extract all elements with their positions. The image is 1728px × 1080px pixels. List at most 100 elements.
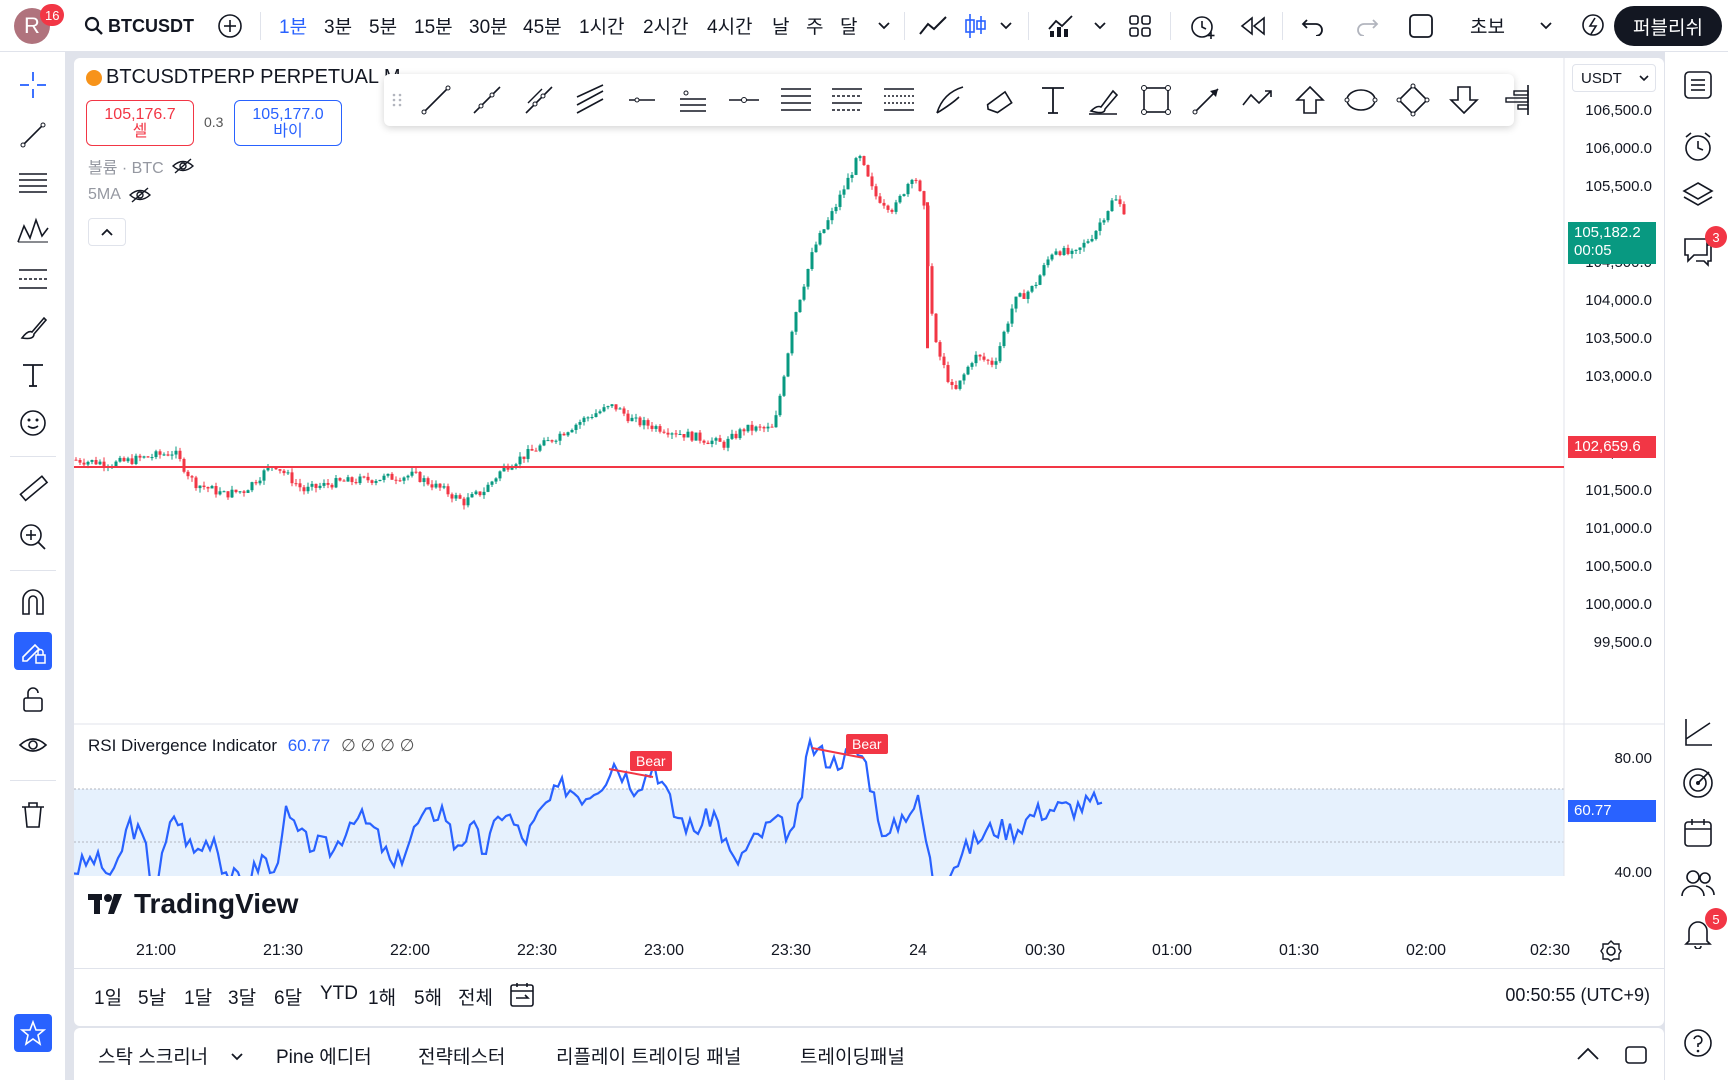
rectangle-tool[interactable] bbox=[1138, 82, 1174, 118]
watchlist-button[interactable] bbox=[1679, 66, 1717, 104]
timeframe-5m[interactable]: 5분 bbox=[369, 17, 398, 38]
range-button[interactable]: 1일 bbox=[94, 988, 123, 1009]
goto-date-button[interactable] bbox=[508, 981, 536, 1014]
trend-line-tool[interactable] bbox=[14, 116, 52, 154]
chart-type-dropdown[interactable] bbox=[996, 10, 1016, 42]
ellipse-tool[interactable] bbox=[1343, 82, 1379, 118]
regression-trend-tool[interactable] bbox=[675, 82, 711, 118]
hline-price-tag[interactable]: 102,659.6 bbox=[1568, 436, 1656, 458]
layout-template-label[interactable]: 초보 bbox=[1470, 17, 1505, 38]
line-chart-type-button[interactable] bbox=[916, 10, 950, 42]
chevron-up-icon[interactable] bbox=[1576, 1046, 1600, 1062]
rsi-legend[interactable]: RSI Divergence Indicator 60.77 ∅ ∅ ∅ ∅ bbox=[88, 736, 414, 756]
range-button[interactable]: 전체 bbox=[458, 988, 493, 1009]
timeframe-1h[interactable]: 1시간 bbox=[579, 17, 625, 38]
volume-legend[interactable]: 볼륨 · BTC bbox=[88, 154, 194, 178]
pitchfork-tool[interactable] bbox=[881, 82, 917, 118]
lock-all-tool[interactable] bbox=[14, 680, 52, 718]
prediction-tool[interactable] bbox=[14, 260, 52, 298]
hide-drawings-tool[interactable] bbox=[14, 728, 52, 766]
tab-stock-screener[interactable]: 스탁 스크리너 bbox=[98, 1047, 209, 1068]
path-tool[interactable] bbox=[1240, 82, 1276, 118]
favorites-button[interactable] bbox=[14, 1014, 52, 1052]
timeframe-3m[interactable]: 3분 bbox=[324, 17, 353, 38]
help-button[interactable] bbox=[1679, 1024, 1717, 1062]
remove-drawings-tool[interactable] bbox=[14, 796, 52, 834]
symbol-search[interactable]: BTCUSDT bbox=[84, 10, 194, 42]
crosshair-tool[interactable] bbox=[14, 66, 52, 104]
timeframe-45m[interactable]: 45분 bbox=[523, 17, 562, 38]
community-button[interactable] bbox=[1679, 864, 1717, 902]
publish-button[interactable]: 퍼블리쉬 bbox=[1614, 6, 1722, 46]
currency-selector[interactable]: USDT bbox=[1572, 64, 1656, 92]
arrow-up-tool[interactable] bbox=[1292, 82, 1328, 118]
eye-off-icon[interactable] bbox=[128, 186, 151, 204]
timeframe-1m[interactable]: 1분 bbox=[279, 17, 308, 38]
range-button[interactable]: 3달 bbox=[228, 988, 257, 1009]
ray-tool[interactable] bbox=[469, 82, 505, 118]
tab-trading-panel[interactable]: 트레이딩패널 bbox=[800, 1047, 905, 1068]
calendar-button[interactable] bbox=[1679, 814, 1717, 852]
volume-profile-tool[interactable] bbox=[1497, 82, 1533, 118]
redo-button[interactable] bbox=[1350, 10, 1384, 42]
range-button[interactable]: 1달 bbox=[184, 988, 213, 1009]
tab-replay-trading-panel[interactable]: 리플레이 트레이딩 패널 bbox=[556, 1047, 742, 1068]
lock-drawing-mode-tool[interactable] bbox=[14, 632, 52, 670]
curve-tool[interactable] bbox=[932, 82, 968, 118]
layouts-button[interactable] bbox=[1124, 10, 1156, 42]
timeframe-week[interactable]: 주 bbox=[806, 17, 824, 38]
pattern-tool[interactable] bbox=[14, 212, 52, 250]
horizontal-line-tool[interactable] bbox=[726, 82, 762, 118]
replay-button[interactable] bbox=[1236, 10, 1270, 42]
timezone-clock[interactable]: 00:50:55 (UTC+9) bbox=[1505, 985, 1650, 1005]
sell-button[interactable]: 105,176.7 셀 bbox=[86, 100, 194, 146]
object-tree-button[interactable] bbox=[1679, 176, 1717, 214]
drawings-templates-button[interactable] bbox=[1679, 714, 1717, 752]
timeframe-15m[interactable]: 15분 bbox=[414, 17, 453, 38]
notifications-button[interactable] bbox=[1679, 914, 1717, 952]
ma-legend[interactable]: 5MA bbox=[88, 186, 151, 204]
timeframe-day[interactable]: 날 bbox=[772, 17, 790, 38]
rotated-rectangle-tool[interactable] bbox=[1395, 82, 1431, 118]
quick-search-button[interactable] bbox=[1578, 10, 1610, 42]
text-tool[interactable] bbox=[1035, 82, 1071, 118]
fib-extension-tool[interactable] bbox=[829, 82, 865, 118]
chevron-down-icon[interactable] bbox=[230, 1050, 244, 1062]
range-button[interactable]: 5날 bbox=[138, 988, 167, 1009]
horizontal-ray-tool[interactable] bbox=[624, 82, 660, 118]
range-button[interactable]: 5해 bbox=[414, 988, 443, 1009]
price-chart[interactable] bbox=[74, 58, 1664, 876]
tab-pine-editor[interactable]: Pine 에디터 bbox=[276, 1047, 372, 1068]
chart-area[interactable]: BTCUSDTPERP PERPETUAL M 105,176.7 셀 0.3 … bbox=[74, 58, 1664, 1026]
indicators-button[interactable] bbox=[1044, 10, 1078, 42]
zoom-in-tool[interactable] bbox=[14, 518, 52, 556]
timeframe-30m[interactable]: 30분 bbox=[469, 17, 508, 38]
arrow-marker-tool[interactable] bbox=[1189, 82, 1225, 118]
alerts-panel-button[interactable] bbox=[1679, 128, 1717, 166]
eye-off-icon[interactable] bbox=[171, 157, 194, 175]
arrow-down-tool[interactable] bbox=[1446, 82, 1482, 118]
compare-symbol-button[interactable] bbox=[214, 10, 246, 42]
hotlists-button[interactable] bbox=[1679, 764, 1717, 802]
chart-settings-button[interactable] bbox=[1600, 940, 1622, 967]
candle-chart-type-button[interactable] bbox=[960, 10, 990, 42]
ruler-tool[interactable] bbox=[14, 470, 52, 508]
fib-retracement-tool[interactable] bbox=[778, 82, 814, 118]
collapse-legend-button[interactable] bbox=[88, 218, 126, 246]
trend-line-tool[interactable] bbox=[418, 82, 454, 118]
drag-handle[interactable] bbox=[392, 92, 402, 108]
fib-tool[interactable] bbox=[14, 164, 52, 202]
range-button[interactable]: 1해 bbox=[368, 988, 397, 1009]
timeframe-4h[interactable]: 4시간 bbox=[707, 17, 753, 38]
text-tool[interactable] bbox=[14, 356, 52, 394]
symbol-legend[interactable]: BTCUSDTPERP PERPETUAL M bbox=[86, 66, 401, 89]
parallel-channel-tool[interactable] bbox=[572, 82, 608, 118]
tradingview-logo[interactable]: TradingView bbox=[88, 888, 298, 920]
magnet-tool[interactable] bbox=[14, 584, 52, 622]
extended-line-tool[interactable] bbox=[521, 82, 557, 118]
maximize-panel-icon[interactable] bbox=[1624, 1044, 1648, 1066]
timeframe-dropdown[interactable] bbox=[874, 10, 894, 42]
range-button[interactable]: YTD bbox=[320, 983, 358, 1004]
highlighter-tool[interactable] bbox=[1086, 82, 1122, 118]
alert-button[interactable] bbox=[1186, 10, 1220, 42]
